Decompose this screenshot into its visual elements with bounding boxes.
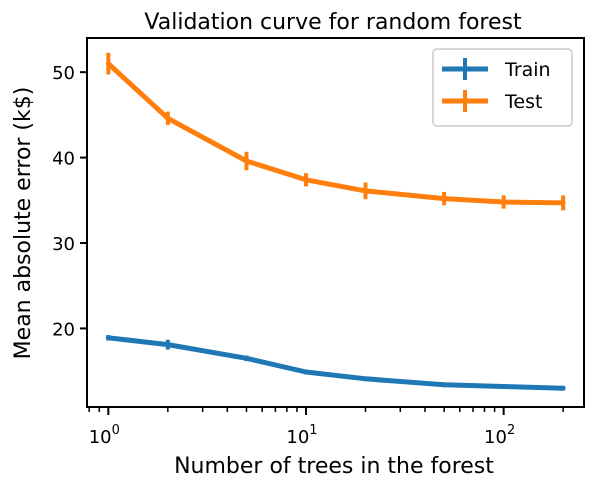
x-tick-label: 101	[286, 423, 317, 448]
y-tick-label: 30	[52, 234, 75, 255]
x-tick-exponent: 2	[507, 423, 515, 438]
legend-label-test: Test	[504, 91, 542, 113]
x-tick-base: 10	[484, 427, 507, 448]
y-tick-label: 40	[52, 149, 75, 170]
x-axis-label: Number of trees in the forest	[174, 454, 494, 479]
y-tick-label: 20	[52, 319, 75, 340]
x-tick-label: 100	[89, 423, 120, 448]
x-tick-exponent: 0	[112, 423, 120, 438]
legend-box	[432, 48, 573, 127]
y-axis-label: Mean absolute error (k$)	[11, 87, 36, 360]
plot-frame	[86, 37, 585, 408]
legend: Train Test	[432, 48, 573, 127]
y-tick-label: 50	[52, 63, 75, 84]
x-tick-base: 10	[89, 427, 112, 448]
x-tick-label: 102	[484, 423, 515, 448]
legend-label-train: Train	[504, 59, 551, 81]
x-tick-exponent: 1	[309, 423, 317, 438]
x-tick-base: 10	[286, 427, 309, 448]
series-layer	[105, 52, 566, 391]
chart-title: Validation curve for random forest	[144, 10, 522, 35]
series-line-train	[105, 335, 566, 391]
series-line-test	[105, 61, 566, 206]
